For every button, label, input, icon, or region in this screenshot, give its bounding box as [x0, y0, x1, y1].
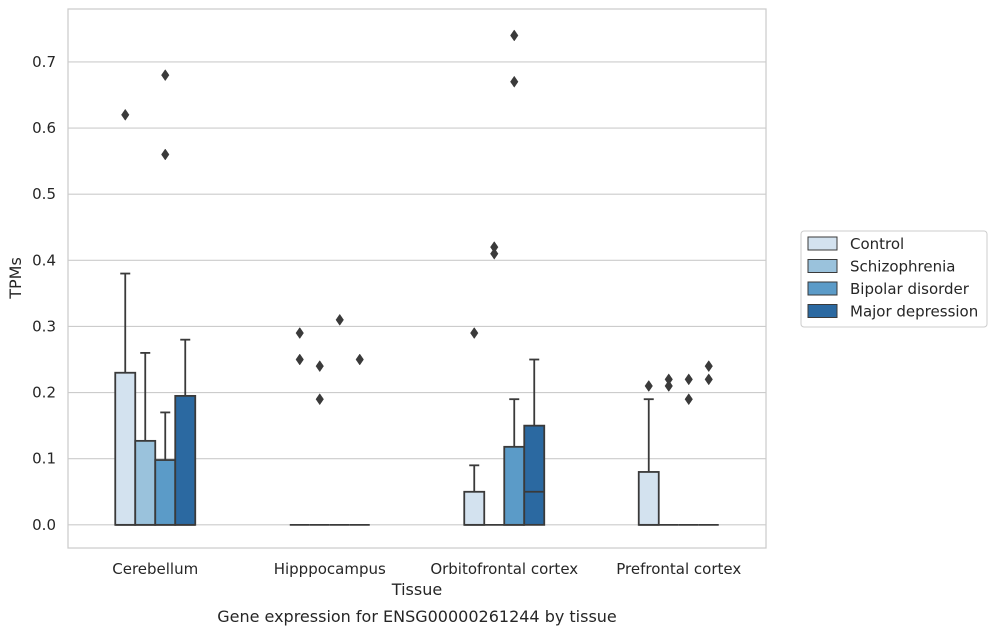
y-tick-label: 0.3	[32, 317, 56, 335]
legend-frame	[800, 230, 988, 328]
legend: Control Schizophrenia Bipolar disorder Majo…	[800, 230, 988, 328]
box-body	[523, 424, 546, 526]
gridlines	[68, 61, 766, 526]
x-tick-label: Hipppocampus	[274, 560, 386, 578]
outlier-point	[335, 313, 344, 326]
outlier-point	[315, 393, 324, 406]
outliers	[121, 29, 713, 406]
outlier-point	[684, 393, 693, 406]
legend-label: Schizophrenia	[850, 258, 955, 276]
x-tick-labels: Cerebellum Hipppocampus Orbitofrontal cort…	[112, 560, 741, 578]
outlier-point	[315, 360, 324, 373]
box-body	[174, 394, 197, 526]
box-3-0	[637, 398, 660, 526]
y-tick-label: 0.7	[32, 53, 56, 71]
plot-frame	[67, 8, 767, 549]
box-0-2	[154, 411, 177, 526]
y-tick-label: 0.0	[32, 516, 56, 534]
box-2-0	[463, 464, 486, 526]
outlier-point	[355, 353, 364, 366]
box-2-2	[503, 398, 526, 526]
legend-swatch	[807, 259, 838, 273]
outlier-point	[684, 373, 693, 386]
y-tick-labels: 0.0 0.1 0.2 0.3 0.4 0.5 0.6 0.7	[32, 53, 56, 534]
x-tick-label: Orbitofrontal cortex	[430, 560, 578, 578]
y-axis-label: TPMs	[6, 257, 25, 300]
outlier-point	[644, 380, 653, 392]
box-body	[463, 490, 486, 526]
outlier-point	[490, 247, 499, 260]
x-tick-label: Cerebellum	[112, 560, 198, 578]
outlier-point	[510, 29, 519, 42]
legend-label: Major depression	[850, 303, 978, 321]
legend-label: Control	[850, 235, 904, 253]
boxes	[114, 272, 719, 526]
outlier-point	[470, 327, 479, 340]
outlier-point	[704, 360, 713, 373]
outlier-point	[704, 373, 713, 386]
outlier-point	[121, 108, 130, 121]
outlier-point	[161, 148, 170, 161]
outlier-point	[664, 380, 673, 392]
outlier-point	[295, 327, 304, 340]
legend-swatch	[807, 281, 838, 296]
box-0-3	[174, 338, 197, 526]
box-body	[503, 445, 526, 526]
y-tick-label: 0.1	[32, 450, 56, 468]
box-body	[637, 471, 660, 526]
chart-caption: Gene expression for ENSG00000261244 by t…	[217, 607, 617, 626]
box-body	[114, 371, 137, 526]
box-0-0	[114, 272, 137, 526]
legend-items: Control Schizophrenia Bipolar disorder Majo…	[807, 235, 978, 321]
box-2-3	[523, 358, 546, 526]
box-0-1	[134, 352, 157, 526]
outlier-point	[161, 69, 170, 82]
box-body	[154, 459, 177, 526]
box-body	[134, 439, 157, 526]
outlier-point	[295, 353, 304, 366]
outlier-point	[510, 75, 519, 88]
legend-swatch	[807, 304, 838, 318]
x-tick-label: Prefrontal cortex	[616, 560, 741, 578]
y-tick-label: 0.4	[32, 251, 56, 269]
legend-label: Bipolar disorder	[850, 280, 970, 298]
y-tick-label: 0.5	[32, 185, 56, 203]
y-tick-label: 0.6	[32, 119, 56, 137]
y-tick-label: 0.2	[32, 384, 56, 402]
legend-swatch	[807, 236, 838, 251]
x-axis-label: Tissue	[391, 580, 442, 599]
